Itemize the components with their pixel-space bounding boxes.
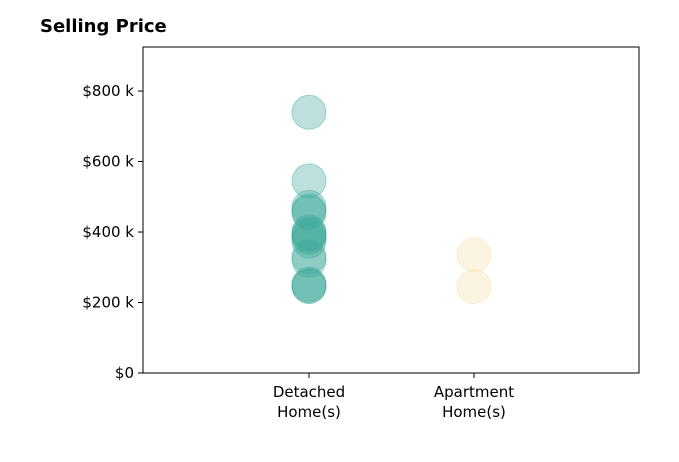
y-tick-label: $0 [115, 364, 134, 382]
data-point [291, 163, 327, 199]
data-point [291, 94, 327, 130]
data-point [291, 268, 327, 304]
x-axis: Detached Home(s) Apartment Home(s) [273, 373, 514, 421]
y-tick-label: $200 k [82, 294, 134, 312]
data-point [291, 266, 327, 302]
data-point [291, 269, 327, 305]
data-point [291, 216, 327, 252]
data-point [456, 237, 492, 273]
x-tick-label: Apartment Home(s) [434, 383, 514, 421]
data-point [456, 269, 492, 305]
data-point [291, 193, 327, 229]
chart-title: Selling Price [40, 16, 167, 37]
data-point [291, 195, 327, 231]
y-tick-label: $800 k [82, 82, 134, 100]
data-point [291, 214, 327, 250]
y-tick-label: $400 k [82, 223, 134, 241]
plot-frame [142, 46, 640, 374]
y-axis: $0 $200 k $400 k $600 k $800 k [82, 82, 143, 382]
x-tick-label: Detached Home(s) [273, 383, 345, 421]
data-point [291, 239, 327, 275]
data-point [291, 242, 327, 278]
data-point [291, 219, 327, 255]
y-tick-label: $600 k [82, 153, 134, 171]
points-layer [291, 94, 492, 305]
data-point [291, 223, 327, 259]
data-point [291, 218, 327, 254]
data-point [291, 189, 327, 225]
